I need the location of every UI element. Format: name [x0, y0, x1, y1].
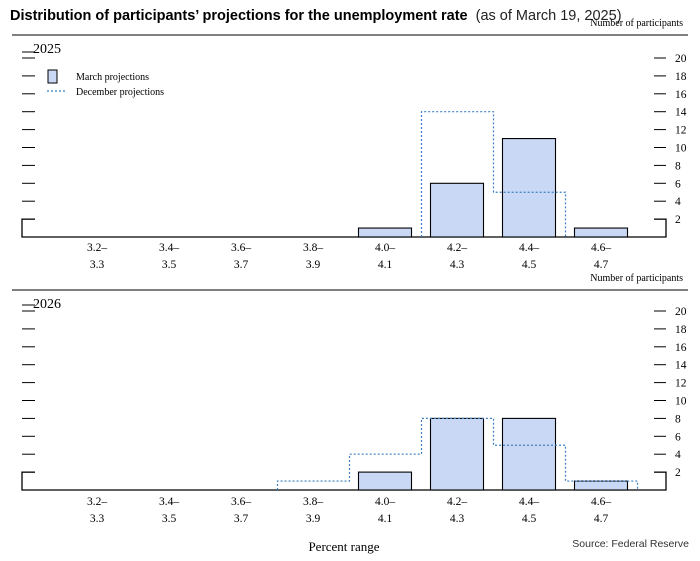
y-tick-label: 14	[675, 107, 687, 119]
y-tick-label: 10	[675, 396, 687, 408]
figure-title: Distribution of participants’ projection…	[10, 8, 622, 24]
x-tick-label-top: 3.6–	[231, 242, 251, 254]
x-tick-label-bottom: 4.7	[594, 259, 609, 271]
y-tick-label: 12	[675, 378, 687, 390]
y-tick-label: 10	[675, 143, 687, 155]
y-tick-label: 20	[675, 53, 687, 65]
x-tick-label-bottom: 4.5	[522, 513, 537, 525]
legend-march-swatch	[47, 69, 58, 84]
y-axis-title: Number of participants	[590, 18, 683, 29]
march-bar-4.0–4.1	[357, 227, 413, 238]
figure-title-main: Distribution of participants’ projection…	[10, 8, 468, 24]
legend-march-label: March projections	[76, 72, 149, 83]
x-tick-label-bottom: 3.3	[90, 259, 105, 271]
x-tick-label-bottom: 3.5	[162, 259, 177, 271]
legend-december-label: December projections	[76, 87, 164, 98]
x-tick-label-top: 3.2–	[87, 242, 107, 254]
panel-year-title: 2026	[33, 297, 61, 312]
x-tick-label-bottom: 3.3	[90, 513, 105, 525]
axis-frame	[21, 218, 667, 238]
x-tick-label-bottom: 3.9	[306, 513, 321, 525]
panel-year-title: 2025	[33, 42, 61, 57]
x-tick-label-top: 4.0–	[375, 496, 395, 508]
x-tick-label-top: 4.2–	[447, 242, 467, 254]
march-bar-4.4–4.5	[501, 417, 557, 491]
chart-panel-2026: 2026 Number of participants 2 4 6 8 10 12 14 16 18…	[12, 273, 688, 525]
x-tick-label-bottom: 3.7	[234, 513, 249, 525]
march-bar-4.4–4.5	[501, 138, 557, 238]
source-note: Source: Federal Reserve	[572, 538, 689, 550]
x-tick-label-top: 4.0–	[375, 242, 395, 254]
x-tick-label-bottom: 4.3	[450, 513, 465, 525]
x-tick-label-top: 3.6–	[231, 496, 251, 508]
x-tick-label-top: 4.2–	[447, 496, 467, 508]
x-tick-label-top: 3.4–	[159, 496, 179, 508]
x-tick-label-top: 3.4–	[159, 242, 179, 254]
x-tick-label-bottom: 4.1	[378, 259, 393, 271]
march-bar-4.2–4.3	[429, 417, 485, 491]
x-tick-label-top: 3.8–	[303, 496, 323, 508]
y-tick-label: 14	[675, 360, 687, 372]
axis-frame	[21, 471, 667, 491]
x-tick-label-bottom: 4.3	[450, 259, 465, 271]
y-tick-label: 6	[675, 431, 681, 443]
y-tick-label: 8	[675, 413, 681, 425]
y-tick-label: 6	[675, 178, 681, 190]
chart-panel-2025: 2025 Number of participants 2 4 6 8 10 12 14 16 18…	[12, 18, 688, 271]
y-tick-label: 8	[675, 160, 681, 172]
y-tick-label: 16	[675, 342, 687, 354]
x-tick-label-bottom: 4.1	[378, 513, 393, 525]
x-tick-label-top: 4.6–	[591, 242, 611, 254]
y-tick-label: 4	[675, 196, 681, 208]
x-tick-label-bottom: 3.7	[234, 259, 249, 271]
x-tick-label-top: 3.2–	[87, 496, 107, 508]
y-tick-label: 16	[675, 89, 687, 101]
x-tick-label-bottom: 4.7	[594, 513, 609, 525]
december-outline	[420, 111, 567, 237]
y-tick-label: 20	[675, 306, 687, 318]
x-axis-label: Percent range	[308, 539, 379, 554]
march-bar-4.0–4.1	[357, 471, 413, 491]
legend: March projections December projections	[47, 69, 164, 98]
march-bar-4.2–4.3	[429, 182, 485, 238]
x-tick-label-top: 4.6–	[591, 496, 611, 508]
y-tick-label: 18	[675, 324, 687, 336]
x-tick-label-top: 4.4–	[519, 496, 539, 508]
x-tick-label-bottom: 3.9	[306, 259, 321, 271]
y-tick-label: 2	[675, 467, 681, 479]
y-tick-label: 4	[675, 449, 681, 461]
y-axis-title: Number of participants	[590, 273, 683, 284]
figure-title-date: (as of March 19, 2025)	[476, 8, 622, 24]
chart-panels: 2025 Number of participants 2 4 6 8 10 12 14 16 18…	[12, 18, 688, 525]
y-tick-label: 18	[675, 71, 687, 83]
y-tick-label: 2	[675, 214, 681, 226]
x-tick-label-top: 3.8–	[303, 242, 323, 254]
x-tick-label-bottom: 3.5	[162, 513, 177, 525]
march-bar-4.6–4.7	[573, 480, 629, 491]
x-tick-label-bottom: 4.5	[522, 259, 537, 271]
march-bar-4.6–4.7	[573, 227, 629, 238]
x-tick-label-top: 4.4–	[519, 242, 539, 254]
december-outline	[276, 417, 639, 490]
y-tick-label: 12	[675, 125, 687, 137]
